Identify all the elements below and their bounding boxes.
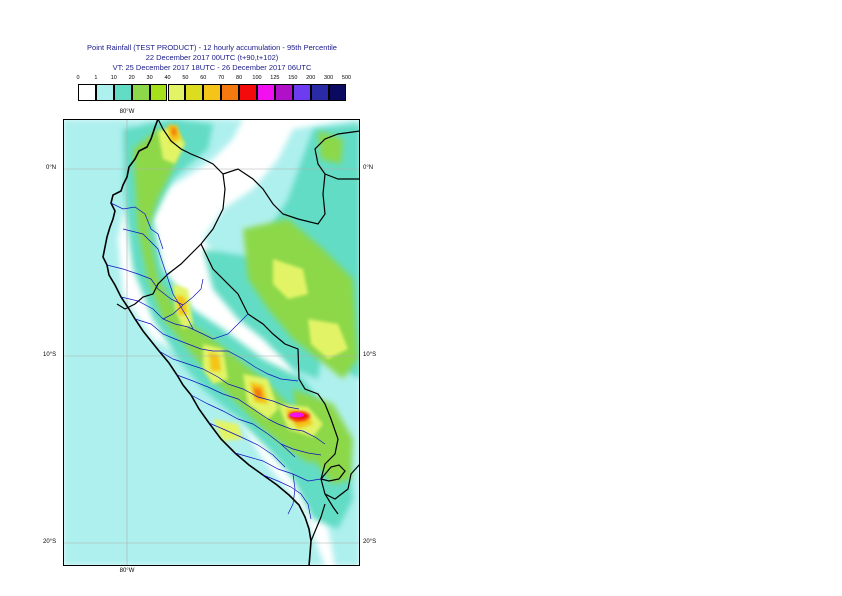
map-frame [63,119,360,566]
coastline [102,119,312,566]
lat-label-right-10s: 10°S [363,352,377,358]
regional-borders [106,202,326,520]
lon-label-top-80w: 80°W [119,109,135,115]
national-borders [116,119,360,542]
legend-color-box [257,84,275,101]
lat-label-left-20s: 20°S [43,539,57,545]
legend-threshold-label: 125 [270,75,280,81]
legend-threshold-label: 0 [76,75,80,81]
rainfall-map [63,119,360,566]
lat-label-right-0: 0°N [363,165,374,171]
legend-color-box [274,84,293,101]
legend-color-box [185,84,204,101]
legend-threshold-label: 100 [252,75,262,81]
legend-color-box [292,84,311,101]
legend-threshold-label: 60 [200,75,207,81]
lat-label-right-20s: 20°S [363,539,377,545]
legend-color-box [78,84,96,101]
legend-color-box [203,84,222,101]
legend-threshold-label: 50 [182,75,189,81]
title-run-date: 22 December 2017 00UTC (t+90,t+102) [145,53,279,62]
rain-field-extreme [288,412,310,420]
legend-color-box [167,84,186,101]
legend-threshold-label: 200 [306,75,316,81]
legend-threshold-label: 70 [218,75,225,81]
legend-threshold-label: 150 [288,75,298,81]
legend-threshold-label: 40 [164,75,171,81]
legend-color-box [95,84,114,101]
legend-threshold-label: 500 [341,75,352,81]
legend-threshold-label: 80 [236,75,243,81]
lon-label-bottom-80w: 80°W [119,568,135,574]
legend-threshold-label: 300 [324,75,334,81]
legend-threshold-label: 10 [110,75,117,81]
legend-color-box [328,84,347,101]
legend-color-box [310,84,329,101]
lat-label-left-10s: 10°S [43,352,57,358]
title-product: Point Rainfall (TEST PRODUCT) - 12 hourl… [87,43,337,52]
legend-threshold-label: 20 [128,75,135,81]
legend-color-box [131,84,150,101]
legend-color-box [239,84,257,101]
legend-threshold-label: 1 [94,75,98,81]
title-valid-time: VT: 25 December 2017 18UTC - 26 December… [112,63,312,72]
legend-color-box [113,84,132,101]
legend-color-box [221,84,240,101]
legend-color-box [149,84,168,101]
lat-label-left-0: 0°N [46,165,57,171]
legend-threshold-label: 30 [146,75,153,81]
